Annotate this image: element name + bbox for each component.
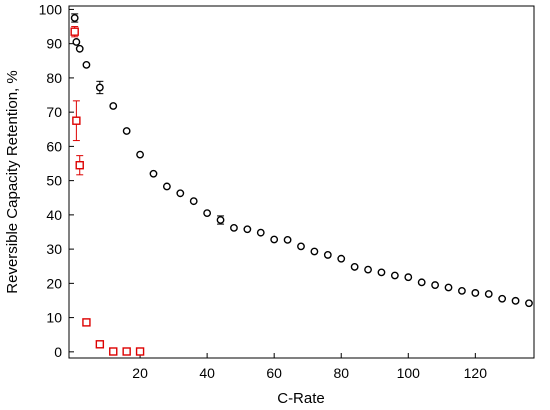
y-tick-label: 90 — [46, 36, 62, 52]
data-point — [109, 102, 118, 110]
data-point — [283, 235, 292, 244]
y-tick-label: 50 — [46, 173, 62, 189]
data-point — [364, 265, 372, 274]
data-point — [484, 290, 493, 298]
data-point — [122, 127, 131, 135]
data-point — [216, 216, 225, 224]
y-axis-title: Reversible Capacity Retention, % — [4, 70, 21, 293]
y-tick-label: 30 — [46, 241, 62, 257]
data-point — [230, 223, 238, 232]
data-point — [95, 340, 105, 349]
data-point — [404, 273, 413, 282]
x-tick-label: 120 — [464, 365, 488, 381]
x-tick-label: 80 — [333, 365, 349, 381]
data-point — [149, 169, 158, 178]
series-2 — [70, 26, 145, 356]
data-point — [82, 318, 91, 327]
y-tick-label: 60 — [46, 138, 62, 154]
data-point — [431, 281, 439, 289]
data-point — [417, 278, 426, 287]
data-point — [444, 283, 453, 292]
data-point — [75, 161, 84, 170]
data-point — [337, 254, 346, 263]
data-point — [70, 14, 79, 22]
data-point — [162, 182, 171, 191]
data-point — [109, 347, 118, 356]
data-point — [82, 60, 91, 69]
data-point — [525, 299, 533, 308]
data-point — [75, 44, 84, 53]
data-point — [350, 263, 359, 271]
data-point — [471, 289, 480, 297]
y-tick-label: 100 — [39, 1, 63, 17]
data-point — [511, 296, 520, 305]
data-point — [458, 286, 466, 295]
series-1 — [70, 13, 533, 308]
x-tick-label: 40 — [199, 365, 215, 381]
data-point — [136, 150, 144, 159]
x-axis-title: C-Rate — [277, 390, 325, 407]
data-point — [390, 271, 399, 280]
data-point — [297, 242, 305, 251]
data-point — [72, 38, 81, 46]
y-tick-label: 70 — [46, 104, 62, 120]
data-point — [256, 228, 265, 237]
x-tick-label: 60 — [266, 365, 282, 381]
data-point — [243, 225, 252, 234]
y-tick-label: 40 — [46, 207, 62, 223]
data-point — [498, 294, 507, 303]
data-point — [377, 268, 386, 277]
y-axis: 0 10 20 30 40 50 60 70 80 90 100 — [39, 1, 74, 360]
data-point — [189, 197, 198, 206]
data-point — [176, 189, 185, 198]
y-tick-label: 10 — [46, 310, 62, 326]
x-tick-label: 20 — [132, 365, 148, 381]
x-axis: 20 40 60 80 100 120 — [132, 353, 487, 381]
y-tick-label: 0 — [54, 344, 62, 360]
data-point — [203, 209, 212, 218]
y-tick-label: 20 — [46, 275, 62, 291]
data-point — [72, 116, 81, 125]
data-point — [323, 251, 332, 259]
data-point — [135, 347, 145, 356]
data-point — [95, 83, 104, 92]
plot-frame — [68, 5, 535, 359]
data-point — [310, 247, 319, 256]
series-layer — [70, 13, 533, 356]
data-point — [270, 235, 279, 244]
y-tick-label: 80 — [46, 70, 62, 86]
x-tick-label: 100 — [397, 365, 421, 381]
data-point — [70, 27, 79, 36]
data-point — [122, 347, 131, 356]
